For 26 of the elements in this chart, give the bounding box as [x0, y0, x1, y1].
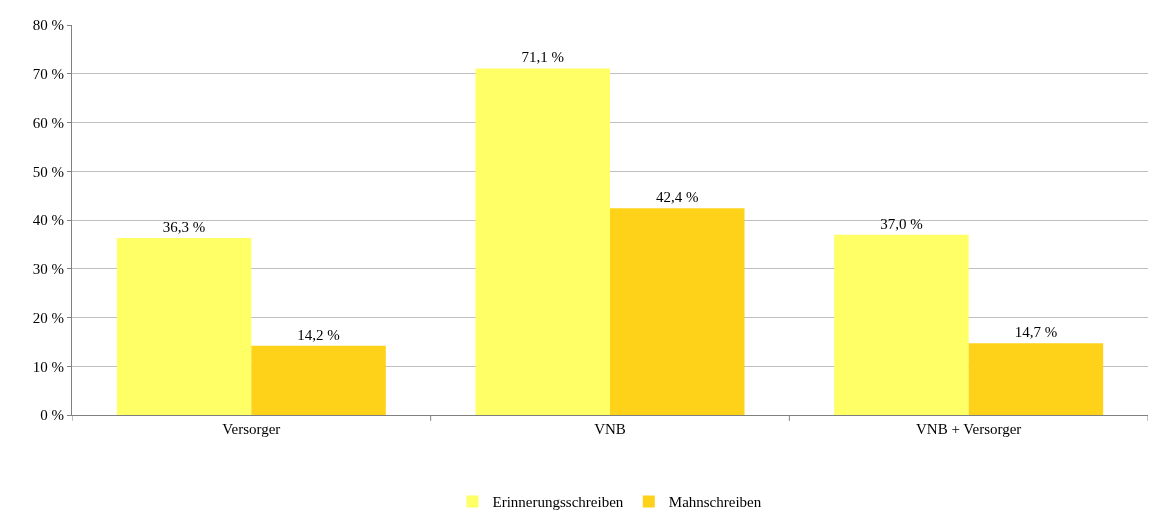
- y-tick-label: 40 %: [32, 212, 64, 229]
- bar: [968, 343, 1104, 415]
- bar: [116, 238, 252, 415]
- y-tick-label: 10 %: [32, 358, 64, 375]
- y-tick-label: 50 %: [32, 163, 64, 180]
- x-tick-label: VNB + Versorger: [915, 421, 1022, 437]
- y-tick-label: 20 %: [32, 309, 64, 326]
- bar: [610, 208, 745, 415]
- legend-label: Erinnerungsschreiben: [492, 494, 624, 511]
- data-label: 71,1 %: [521, 49, 564, 66]
- data-label: 14,7 %: [1014, 324, 1058, 341]
- data-label: 37,0 %: [880, 215, 923, 232]
- data-label: 14,2 %: [297, 326, 340, 343]
- legend-label: Mahnschreiben: [668, 494, 762, 511]
- y-tick-label: 0 %: [40, 407, 64, 424]
- bar: [834, 234, 969, 415]
- y-tick-label: 30 %: [32, 261, 64, 277]
- y-tick-label: 80 %: [32, 17, 64, 34]
- x-tick-label: VNB: [594, 421, 626, 437]
- data-label: 36,3 %: [162, 219, 206, 236]
- data-label: 42,4 %: [656, 189, 699, 206]
- bar: [251, 345, 386, 415]
- x-tick-label: Versorger: [222, 421, 281, 437]
- y-tick-label: 70 %: [32, 66, 64, 82]
- bar: [475, 68, 610, 415]
- y-tick-label: 60 %: [32, 114, 64, 131]
